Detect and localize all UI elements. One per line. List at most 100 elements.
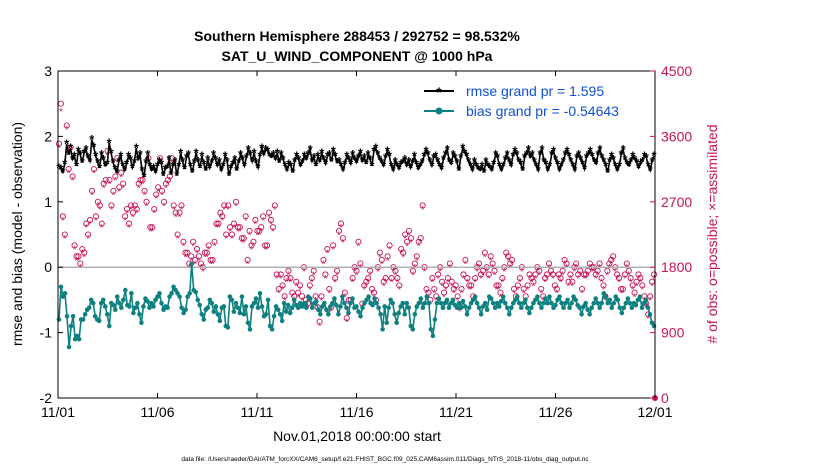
obs-possible-point <box>440 289 448 296</box>
obs-assimilated-point: * <box>648 296 652 307</box>
rmse-point: * <box>640 154 646 169</box>
obs-assimilated-point: * <box>399 249 403 260</box>
bias-point <box>573 297 578 303</box>
bias-point <box>490 300 496 306</box>
rmse-point: * <box>501 158 507 173</box>
bias-point <box>541 300 546 306</box>
bias-point <box>322 300 327 306</box>
bias-point <box>104 311 110 317</box>
rmse-point: * <box>145 147 151 162</box>
rmse-point: * <box>155 158 161 173</box>
rmse-point: * <box>161 168 167 183</box>
rmse-point: * <box>588 143 594 158</box>
bias-point <box>643 297 649 303</box>
bias-point <box>80 317 86 322</box>
obs-possible-point <box>316 318 323 325</box>
obs-assimilated-point: * <box>419 238 423 249</box>
obs-possible-point <box>299 293 306 300</box>
obs-assimilated-point: * <box>71 176 75 187</box>
rmse-point: * <box>232 152 238 167</box>
obs-possible-point <box>225 202 232 209</box>
obs-assimilated-point: * <box>320 296 324 307</box>
obs-assimilated-point: * <box>156 187 160 198</box>
obs-possible-point <box>77 260 84 267</box>
obs-possible-point <box>79 245 86 253</box>
rmse-point: * <box>362 150 368 165</box>
obs-assimilated-point: * <box>609 260 613 271</box>
obs-possible-point <box>137 176 144 184</box>
rmse-point: * <box>427 154 433 169</box>
bias-point <box>515 294 520 299</box>
rmse-point: * <box>559 158 565 173</box>
bias-point <box>151 304 156 309</box>
obs-possible-point <box>509 256 516 263</box>
bias-point <box>318 311 323 317</box>
obs-assimilated-point: * <box>121 183 125 194</box>
rmse-point: * <box>632 152 638 167</box>
obs-assimilated-point: * <box>454 285 458 296</box>
obs-possible-point <box>411 260 418 267</box>
obs-assimilated-point: * <box>584 274 588 285</box>
obs-assimilated-point: * <box>67 169 71 180</box>
rmse-point: * <box>617 158 623 173</box>
bias-point <box>376 305 381 311</box>
rmse-point: * <box>485 158 491 173</box>
obs-possible-point <box>382 275 389 282</box>
rmse-point: * <box>248 147 254 162</box>
bias-point <box>426 300 432 306</box>
rmse-point: * <box>400 155 406 170</box>
obs-possible-point <box>116 184 123 191</box>
bias-point <box>277 311 283 317</box>
rmse-point: * <box>360 154 366 169</box>
rmse-point: * <box>389 158 395 173</box>
obs-assimilated-point: * <box>232 223 236 234</box>
rmse-point: * <box>476 162 482 177</box>
obs-assimilated-point: * <box>170 158 174 169</box>
obs-assimilated-point: * <box>238 227 242 238</box>
obs-possible-point <box>318 293 325 300</box>
obs-assimilated-point: * <box>532 281 536 292</box>
bias-point <box>301 300 307 306</box>
obs-possible-point <box>526 271 533 278</box>
obs-assimilated-point: * <box>250 245 254 256</box>
bias-point <box>110 302 116 308</box>
obs-possible-point <box>217 209 224 216</box>
obs-possible-point <box>228 231 236 238</box>
rmse-point: * <box>391 163 397 178</box>
rmse-point: * <box>213 152 219 167</box>
rmse-point: * <box>474 158 480 173</box>
obs-assimilated-point: * <box>172 205 176 216</box>
rmse-point: * <box>122 163 128 178</box>
bias-point <box>627 300 633 306</box>
obs-assimilated-point: * <box>226 205 230 216</box>
obs-possible-point <box>429 275 436 282</box>
obs-assimilated-point: * <box>216 223 220 234</box>
obs-possible-point <box>627 275 634 282</box>
rmse-point: * <box>157 154 163 169</box>
obs-assimilated-point: * <box>86 234 90 245</box>
obs-assimilated-point: * <box>203 252 207 263</box>
rmse-point: * <box>302 149 308 164</box>
obs-possible-point <box>320 256 327 263</box>
rmse-point: * <box>321 152 327 167</box>
obs-assimilated-point: * <box>493 270 497 281</box>
rmse-point: * <box>116 154 122 169</box>
bias-point <box>484 307 490 313</box>
obs-assimilated-point: * <box>180 205 184 216</box>
bias-point <box>348 300 353 306</box>
bias-point <box>241 311 247 317</box>
bias-point <box>597 305 603 311</box>
rmse-point: * <box>298 158 304 173</box>
rmse-point: * <box>418 158 424 173</box>
x-tick-label: 11/11 <box>241 404 274 420</box>
bias-point <box>629 305 635 311</box>
obs-possible-point <box>149 224 156 231</box>
bias-point <box>131 310 136 316</box>
obs-possible-point <box>584 267 591 274</box>
bias-point <box>561 305 566 311</box>
x-tick-label: 12/01 <box>637 404 672 420</box>
obs-possible-point <box>335 227 343 234</box>
bias-point <box>462 304 468 309</box>
bias-point <box>615 297 621 303</box>
bias-point <box>169 291 174 296</box>
